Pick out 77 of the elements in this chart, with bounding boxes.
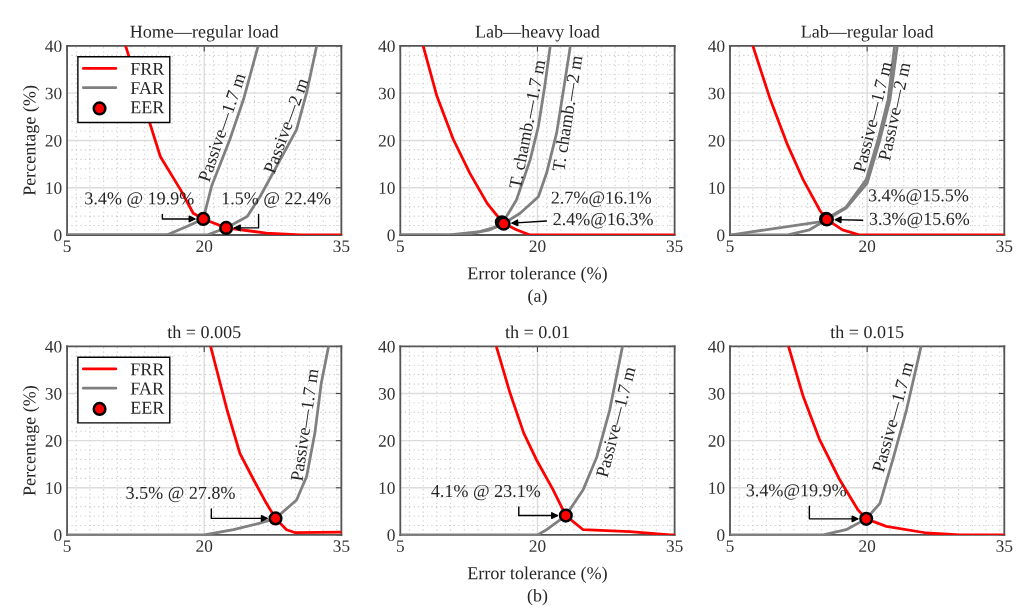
x-tick-label: 20 — [196, 540, 213, 552]
y-tick-label: 0 — [717, 229, 725, 242]
annotation: 4.1% @ 23.1% — [431, 484, 541, 501]
y-tick-label: 20 — [708, 134, 725, 147]
y-tick-label: 40 — [708, 40, 725, 53]
x-tick-label: 20 — [529, 540, 546, 552]
x-tick-label: 5 — [396, 240, 404, 253]
legend-label: FRR — [130, 363, 165, 376]
x-tick-label: 35 — [666, 540, 683, 552]
chart-title: th = 0.015 — [830, 325, 904, 339]
annotation: 3.4%@19.9% — [746, 484, 847, 500]
y-tick-label: 30 — [378, 87, 395, 100]
x-tick-label: 35 — [996, 240, 1013, 253]
chart-title: Lab—regular load — [801, 25, 934, 42]
y-tick-label: 10 — [46, 482, 62, 494]
text: (b) — [527, 588, 548, 606]
annotation: 3.5% @ 27.8% — [126, 486, 235, 503]
annotation: Passive—1.7 m — [290, 368, 319, 482]
y-tick-label: 0 — [717, 529, 725, 542]
annotation: 3.3%@15.6% — [869, 212, 970, 229]
text: (a) — [528, 289, 547, 306]
y-tick-label: 20 — [45, 435, 62, 447]
annotation: 3.4%@15.5% — [868, 189, 969, 205]
x-axis-title: Error tolerance (%) — [467, 266, 607, 284]
y-tick-label: 30 — [708, 87, 725, 100]
y-axis-title: Percentage (%) — [22, 386, 40, 496]
y-tick-label: 10 — [709, 182, 725, 194]
x-tick-label: 5 — [63, 540, 71, 552]
y-tick-label: 30 — [378, 387, 395, 400]
y-tick-label: 40 — [378, 340, 395, 353]
x-tick-label: 5 — [63, 240, 71, 253]
y-tick-label: 40 — [45, 40, 62, 53]
x-tick-label: 35 — [996, 540, 1013, 552]
y-tick-label: 40 — [45, 340, 62, 353]
x-tick-label: 20 — [859, 240, 876, 253]
chart-title: th = 0.01 — [505, 325, 569, 339]
y-tick-label: 40 — [378, 40, 395, 53]
y-tick-label: 0 — [54, 229, 62, 242]
annotation: T. chamb.—2 m — [551, 54, 583, 172]
x-tick-label: 5 — [726, 240, 734, 253]
y-tick-label: 10 — [46, 182, 62, 194]
legend-label: EER — [130, 401, 165, 414]
y-axis-title: Percentage (%) — [22, 85, 40, 196]
y-tick-label: 20 — [378, 134, 395, 147]
y-tick-label: 20 — [378, 435, 395, 447]
y-tick-label: 10 — [379, 482, 395, 494]
legend-label: FAR — [130, 82, 165, 94]
chart-title: Lab—heavy load — [475, 25, 600, 42]
x-tick-label: 35 — [333, 540, 350, 552]
annotation: 2.4%@16.3% — [553, 212, 653, 229]
y-tick-label: 30 — [708, 387, 725, 400]
annotation: 2.7%@16.1% — [551, 191, 652, 208]
x-tick-label: 5 — [396, 540, 404, 552]
legend-label: EER — [130, 101, 165, 114]
x-tick-label: 20 — [196, 240, 213, 253]
x-tick-label: 35 — [333, 240, 350, 253]
y-tick-label: 0 — [387, 229, 395, 242]
annotation: T. chamb.—1.7 m — [508, 59, 546, 190]
y-tick-label: 30 — [45, 387, 62, 400]
y-tick-label: 0 — [387, 529, 395, 542]
annotation: 1.5% @ 22.4% — [222, 192, 331, 208]
x-tick-label: 35 — [666, 240, 683, 253]
x-tick-label: 20 — [529, 240, 546, 253]
y-tick-label: 10 — [709, 482, 725, 494]
chart-title: Home—regular load — [130, 25, 279, 42]
x-axis-title: Error tolerance (%) — [467, 566, 607, 583]
y-tick-label: 20 — [708, 435, 725, 447]
y-tick-label: 30 — [45, 87, 62, 100]
x-tick-label: 20 — [859, 540, 876, 552]
legend-label: FAR — [130, 382, 165, 395]
y-tick-label: 40 — [708, 340, 725, 353]
y-tick-label: 0 — [54, 529, 62, 542]
x-tick-label: 5 — [726, 540, 734, 552]
chart-title: th = 0.005 — [167, 325, 241, 339]
y-tick-label: 10 — [379, 182, 395, 194]
legend-label: FRR — [130, 62, 165, 75]
y-tick-label: 20 — [45, 134, 62, 147]
